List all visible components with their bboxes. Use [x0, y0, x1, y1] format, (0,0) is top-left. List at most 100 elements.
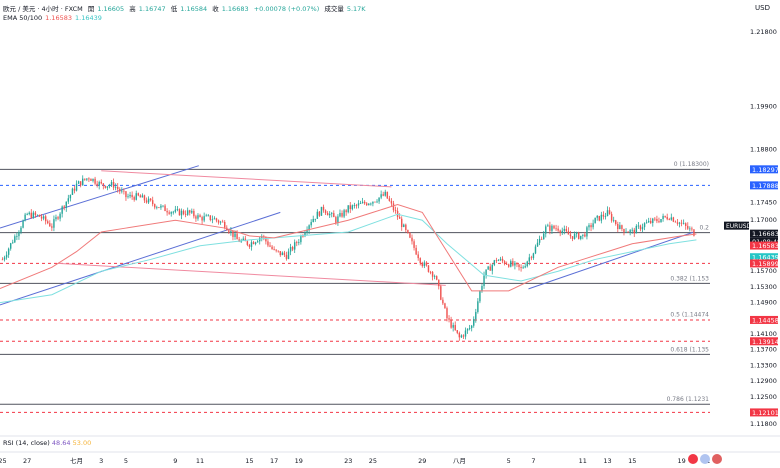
candle-body [421, 262, 424, 267]
candle-body [230, 230, 232, 233]
trendline [101, 170, 392, 188]
candle-body [189, 210, 191, 213]
candle-body [532, 253, 535, 259]
candle-body [588, 225, 590, 228]
candle-body [337, 216, 339, 223]
candle-body [211, 219, 214, 221]
x-axis-tick-label: 八月 [453, 457, 466, 465]
candle-body [7, 248, 10, 255]
candle-body [567, 231, 570, 235]
ema-label[interactable]: EMA 50/100 [3, 14, 43, 22]
x-axis-tick-label: 27 [23, 457, 31, 465]
candle-body [186, 210, 189, 215]
rsi-legend[interactable]: RSI (14, close) 48.64 53.00 [3, 439, 91, 447]
y-axis-tick-label: 1.13700 [750, 346, 777, 354]
candle-body [378, 197, 380, 202]
candle-body [450, 319, 452, 328]
candle-body [65, 201, 67, 208]
candle-body [551, 225, 553, 231]
candle-body [647, 220, 650, 223]
ema-legend: EMA 50/100 1.16583 1.16439 [3, 14, 105, 22]
candle-body [38, 214, 41, 217]
candle-body [505, 263, 508, 265]
y-axis-tick-label: 1.11800 [750, 420, 777, 428]
price-label-text: 1.16683 [752, 230, 779, 238]
candle-body [680, 222, 683, 224]
candle-body [489, 266, 491, 271]
eu-flag-icon[interactable] [712, 453, 722, 464]
candle-body [137, 193, 140, 196]
candle-body [106, 186, 109, 188]
candle-body [273, 249, 275, 250]
candle-body [357, 203, 360, 206]
candle-body [127, 196, 129, 198]
price-label-bg [750, 259, 778, 268]
candle-body [98, 181, 100, 186]
candle-body [555, 228, 557, 230]
candle-body [30, 212, 33, 218]
low-value: 1.16584 [180, 5, 208, 13]
x-axis-tick-label: 5 [124, 457, 128, 465]
candle-body [1, 259, 4, 261]
price-label-bg [750, 337, 778, 346]
candle-body [473, 319, 475, 326]
fib-level-label: 0.382 (1.153 [670, 275, 709, 282]
y-axis-tick-label: 1.13300 [750, 361, 777, 369]
candle-body [121, 190, 123, 192]
candle-body [119, 189, 121, 192]
candle-body [296, 242, 298, 244]
candle-body [431, 271, 434, 277]
candle-body [258, 237, 261, 242]
candle-body [629, 230, 631, 233]
candle-body [619, 225, 621, 230]
candle-body [59, 213, 61, 219]
candle-body [487, 266, 489, 270]
candle-body [195, 216, 197, 219]
candle-body [172, 211, 175, 213]
price-label-text: 1.13914 [752, 338, 779, 346]
candle-body [670, 217, 673, 220]
candle-body [612, 220, 615, 222]
flash-icon[interactable] [688, 453, 698, 464]
candle-body [641, 227, 644, 230]
candle-body [182, 210, 185, 214]
candle-body [162, 205, 164, 207]
y-axis-tick-label: 1.17000 [750, 216, 777, 224]
symbol-title[interactable]: 欧元 / 美元 · 4小时 · FXCM [3, 5, 83, 13]
candle-body [417, 254, 419, 259]
fib-level-label: 0.618 (1.135 [670, 346, 709, 353]
candle-body [335, 217, 337, 223]
fib-level-label: 0.5 (1.14474 [670, 311, 709, 318]
candle-body [265, 237, 267, 242]
y-axis-tick-label: 1.14900 [750, 299, 777, 307]
candle-body [582, 234, 584, 236]
candle-body [69, 194, 72, 199]
y-axis-tick-label: 1.15300 [750, 283, 777, 291]
y-axis-tick-label: 1.19900 [750, 102, 777, 110]
candle-body [61, 206, 63, 214]
low-label: 低 [170, 5, 178, 13]
candle-body [542, 233, 545, 240]
candle-body [510, 261, 512, 267]
x-axis-tick-label: 29 [418, 457, 426, 465]
candle-body [495, 260, 498, 262]
us-flag-icon[interactable] [700, 453, 710, 464]
candle-body [79, 181, 82, 186]
candle-body [633, 229, 635, 234]
candle-body [306, 230, 308, 233]
price-label-bg [750, 181, 778, 190]
candle-body [22, 220, 24, 228]
candle-body [592, 223, 594, 228]
candle-body [627, 231, 629, 233]
candle-body [147, 198, 150, 203]
candle-body [310, 222, 312, 226]
candle-body [71, 188, 74, 195]
candle-body [82, 178, 84, 186]
candle-body [191, 210, 193, 213]
candle-body [73, 188, 76, 191]
candle-body [47, 221, 49, 224]
candle-body [219, 221, 222, 223]
candle-body [427, 265, 430, 272]
candle-body [302, 235, 304, 237]
